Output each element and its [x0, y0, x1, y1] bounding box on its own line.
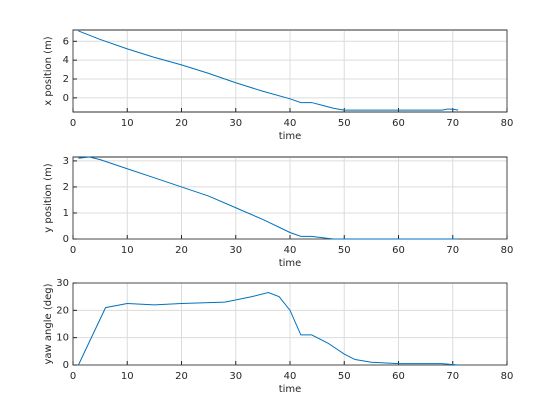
- y-tick-label: 20: [56, 305, 69, 316]
- x-tick-label: 0: [70, 371, 76, 382]
- x-axis-label: time: [279, 258, 302, 269]
- x-tick-label: 80: [501, 371, 514, 382]
- x-tick-label: 70: [446, 245, 459, 256]
- x-tick-label: 50: [338, 371, 351, 382]
- x-tick-label: 20: [175, 245, 188, 256]
- y-tick-label: 3: [63, 156, 69, 167]
- x-tick-label: 10: [121, 245, 134, 256]
- x-tick-label: 30: [229, 371, 242, 382]
- x-tick-label: 80: [501, 118, 514, 129]
- y-tick-label: 2: [63, 74, 69, 85]
- y-axis-label: x position (m): [43, 36, 54, 106]
- x-tick-label: 60: [392, 245, 405, 256]
- x-tick-label: 10: [121, 371, 134, 382]
- x-tick-label: 10: [121, 118, 134, 129]
- x-tick-label: 70: [446, 118, 459, 129]
- plot-frame: [72, 156, 508, 240]
- x-tick-label: 30: [229, 245, 242, 256]
- y-tick-label: 1: [63, 208, 69, 219]
- x-tick-label: 0: [70, 245, 76, 256]
- x-tick-label: 40: [284, 371, 297, 382]
- x-tick-label: 50: [338, 245, 351, 256]
- y-tick-label: 6: [63, 36, 69, 47]
- x-tick-label: 0: [70, 118, 76, 129]
- y-tick-label: 2: [63, 182, 69, 193]
- x-tick-label: 50: [338, 118, 351, 129]
- y-tick-label: 4: [63, 55, 69, 66]
- plot-frame: [72, 282, 508, 366]
- y-tick-label: 0: [63, 360, 69, 371]
- line: [77, 292, 459, 366]
- x-tick-label: 70: [446, 371, 459, 382]
- x-tick-label: 40: [284, 245, 297, 256]
- x-tick-label: 20: [175, 118, 188, 129]
- line: [78, 30, 459, 111]
- y-tick-label: 0: [63, 234, 69, 245]
- x-tick-label: 20: [175, 371, 188, 382]
- x-tick-label: 30: [229, 118, 242, 129]
- y-axis-label: y position (m): [43, 163, 54, 233]
- x-axis-label: time: [279, 384, 302, 395]
- y-axis-label: yaw angle (deg): [43, 283, 54, 364]
- x-tick-label: 60: [392, 118, 405, 129]
- x-tick-label: 60: [392, 371, 405, 382]
- y-tick-label: 10: [56, 333, 69, 344]
- plot-frame: [72, 29, 508, 113]
- y-tick-label: 0: [63, 93, 69, 104]
- line: [78, 156, 459, 240]
- x-axis-label: time: [279, 131, 302, 142]
- x-tick-label: 80: [501, 245, 514, 256]
- x-tick-label: 40: [284, 118, 297, 129]
- y-tick-label: 30: [56, 278, 69, 289]
